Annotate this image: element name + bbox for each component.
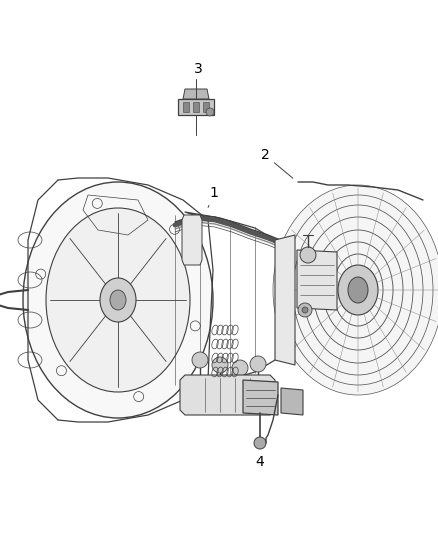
Ellipse shape bbox=[110, 290, 126, 310]
Ellipse shape bbox=[300, 247, 316, 263]
Ellipse shape bbox=[348, 277, 368, 303]
Polygon shape bbox=[297, 250, 337, 310]
Ellipse shape bbox=[206, 108, 214, 116]
Polygon shape bbox=[182, 215, 202, 265]
Ellipse shape bbox=[212, 357, 228, 373]
Text: 1: 1 bbox=[208, 186, 219, 207]
Polygon shape bbox=[183, 89, 209, 99]
Text: 3: 3 bbox=[194, 62, 202, 76]
Text: 2: 2 bbox=[261, 148, 293, 178]
Ellipse shape bbox=[46, 208, 190, 392]
Ellipse shape bbox=[235, 388, 245, 398]
Polygon shape bbox=[275, 235, 295, 365]
Ellipse shape bbox=[338, 265, 378, 315]
Polygon shape bbox=[193, 102, 199, 112]
Ellipse shape bbox=[192, 352, 208, 368]
Polygon shape bbox=[281, 388, 303, 415]
Ellipse shape bbox=[254, 437, 266, 449]
Ellipse shape bbox=[195, 380, 205, 390]
Text: 4: 4 bbox=[256, 455, 265, 469]
Ellipse shape bbox=[100, 278, 136, 322]
Ellipse shape bbox=[250, 356, 266, 372]
Polygon shape bbox=[178, 99, 214, 115]
Polygon shape bbox=[243, 380, 278, 415]
Ellipse shape bbox=[23, 182, 213, 418]
Ellipse shape bbox=[298, 303, 312, 317]
Ellipse shape bbox=[302, 307, 308, 313]
Ellipse shape bbox=[215, 385, 225, 395]
Polygon shape bbox=[183, 102, 189, 112]
Polygon shape bbox=[203, 102, 209, 112]
Ellipse shape bbox=[232, 360, 248, 376]
Ellipse shape bbox=[253, 384, 263, 394]
Polygon shape bbox=[180, 375, 275, 415]
Ellipse shape bbox=[273, 185, 438, 395]
